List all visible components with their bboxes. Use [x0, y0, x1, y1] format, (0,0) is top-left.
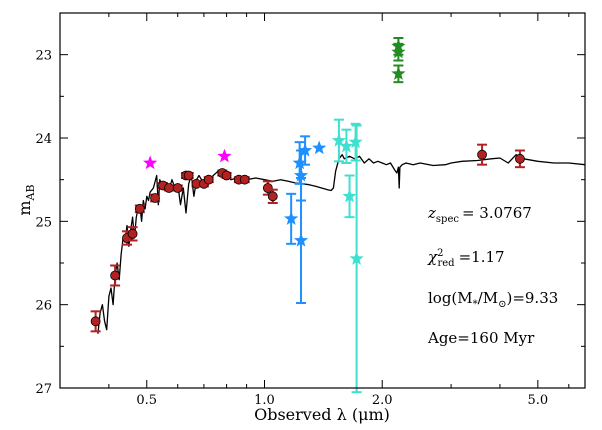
data-point	[183, 170, 194, 181]
data-point-star	[284, 211, 299, 225]
data-point	[203, 174, 214, 185]
y-tick-label: 27	[35, 382, 52, 397]
data-point	[477, 149, 487, 160]
series-medium-band-h-photometry	[331, 118, 364, 394]
series-ground-based-photometry	[90, 143, 525, 333]
fit-annotations: zspec = 3.0767 χ2 red =1.17 log(M*/M⊙)=9.33…	[427, 204, 558, 347]
y-tick-label: 23	[35, 49, 52, 64]
y-tick-labels: 23 24 25 26 27	[35, 49, 52, 397]
data-point	[267, 191, 278, 202]
data-point	[172, 183, 183, 193]
data-point-star	[217, 148, 232, 163]
x-tick-labels: 0.5 1.0 2.0 5.0	[136, 393, 548, 408]
data-point-star	[348, 134, 363, 149]
sed-model-line	[97, 154, 586, 334]
data-point	[239, 174, 250, 185]
data-point-star	[342, 188, 357, 203]
x-tick-label: 5.0	[528, 393, 549, 408]
data-point	[134, 203, 145, 214]
data-point-star	[391, 44, 406, 59]
data-point	[515, 153, 525, 164]
data-point	[110, 270, 121, 281]
data-point	[90, 316, 101, 327]
annotation-zspec: zspec = 3.0767	[427, 204, 532, 225]
data-point-star	[298, 143, 313, 157]
data-point-star	[391, 66, 406, 80]
data-point	[164, 183, 174, 193]
annotation-mass: log(M*/M⊙)=9.33	[428, 289, 558, 310]
series-k-band-photometry	[391, 37, 406, 84]
y-tick-label: 24	[35, 132, 52, 147]
data-point	[150, 193, 160, 203]
data-point-star	[143, 155, 158, 170]
data-point	[262, 183, 273, 193]
data-point-star	[293, 168, 309, 182]
photometry-points	[90, 37, 525, 394]
annotation-age: Age=160 Myr	[427, 329, 535, 347]
data-point	[221, 170, 232, 181]
annotation-chi2: χ2 red =1.17	[427, 248, 505, 269]
x-tick-label: 1.0	[254, 393, 275, 408]
series-medium-band-j-photometry	[284, 135, 327, 304]
sed-model-layer	[97, 154, 586, 334]
data-point-star	[292, 155, 307, 170]
x-tick-label: 2.0	[372, 393, 393, 408]
data-point-star	[312, 140, 327, 155]
x-axis-label: Observed λ (μm)	[254, 405, 390, 424]
data-point-star	[293, 233, 309, 247]
series-narrow-band-photometry	[143, 148, 232, 170]
plot-frame	[59, 12, 586, 389]
x-tick-label: 0.5	[136, 393, 157, 408]
y-axis-label: mAB	[15, 184, 37, 215]
data-point-star	[349, 251, 364, 265]
data-point-star	[339, 138, 354, 153]
y-tick-label: 25	[35, 215, 52, 230]
data-point-star	[331, 133, 347, 147]
data-point	[127, 228, 138, 239]
y-tick-label: 26	[35, 299, 52, 314]
